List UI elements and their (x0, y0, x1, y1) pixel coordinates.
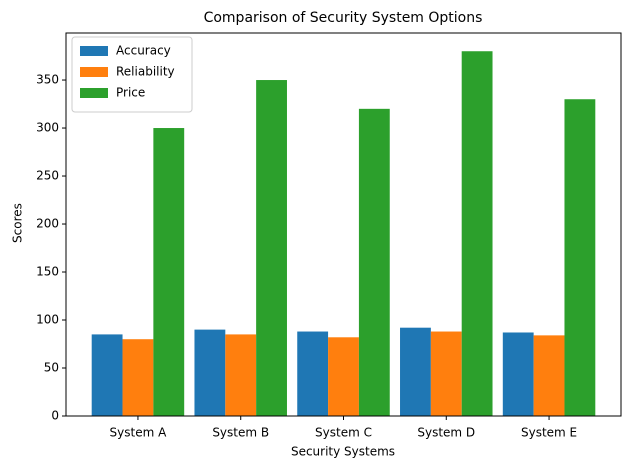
y-axis-label: Scores (11, 203, 25, 243)
legend-label: Reliability (116, 65, 175, 79)
bar (358, 108, 390, 416)
x-tick-label: System D (417, 426, 475, 440)
bar (256, 80, 287, 416)
y-tick-label: 100 (36, 313, 59, 327)
bar (225, 334, 257, 416)
y-tick-label: 50 (44, 361, 59, 375)
y-tick-label: 350 (36, 73, 59, 87)
x-tick-label: System B (212, 426, 269, 440)
x-tick-label: System A (110, 426, 168, 440)
plot-frame (65, 32, 622, 417)
x-axis-label: Security Systems (291, 445, 395, 459)
y-tick-label: 0 (51, 409, 59, 423)
y-tick-label: 200 (36, 217, 59, 231)
x-tick-label: System E (521, 426, 577, 440)
legend-swatch (80, 67, 108, 77)
legend-swatch (80, 88, 108, 98)
y-tick-label: 250 (36, 169, 59, 183)
bar (430, 331, 462, 416)
y-tick-label: 150 (36, 265, 59, 279)
legend-swatch (80, 46, 108, 56)
legend-label: Accuracy (116, 44, 171, 58)
x-tick-label: System C (315, 426, 372, 440)
bar (91, 334, 123, 416)
bar (297, 331, 329, 416)
chart-title: Comparison of Security System Options (204, 10, 483, 26)
legend-label: Price (116, 86, 145, 100)
bar (328, 337, 359, 416)
y-tick-label: 300 (36, 121, 59, 135)
bar (502, 332, 534, 416)
bar (461, 51, 493, 416)
bar (122, 339, 154, 416)
bar (533, 335, 565, 416)
bar (194, 329, 226, 416)
bar (400, 327, 431, 416)
bar (564, 99, 596, 416)
bar (153, 128, 185, 416)
